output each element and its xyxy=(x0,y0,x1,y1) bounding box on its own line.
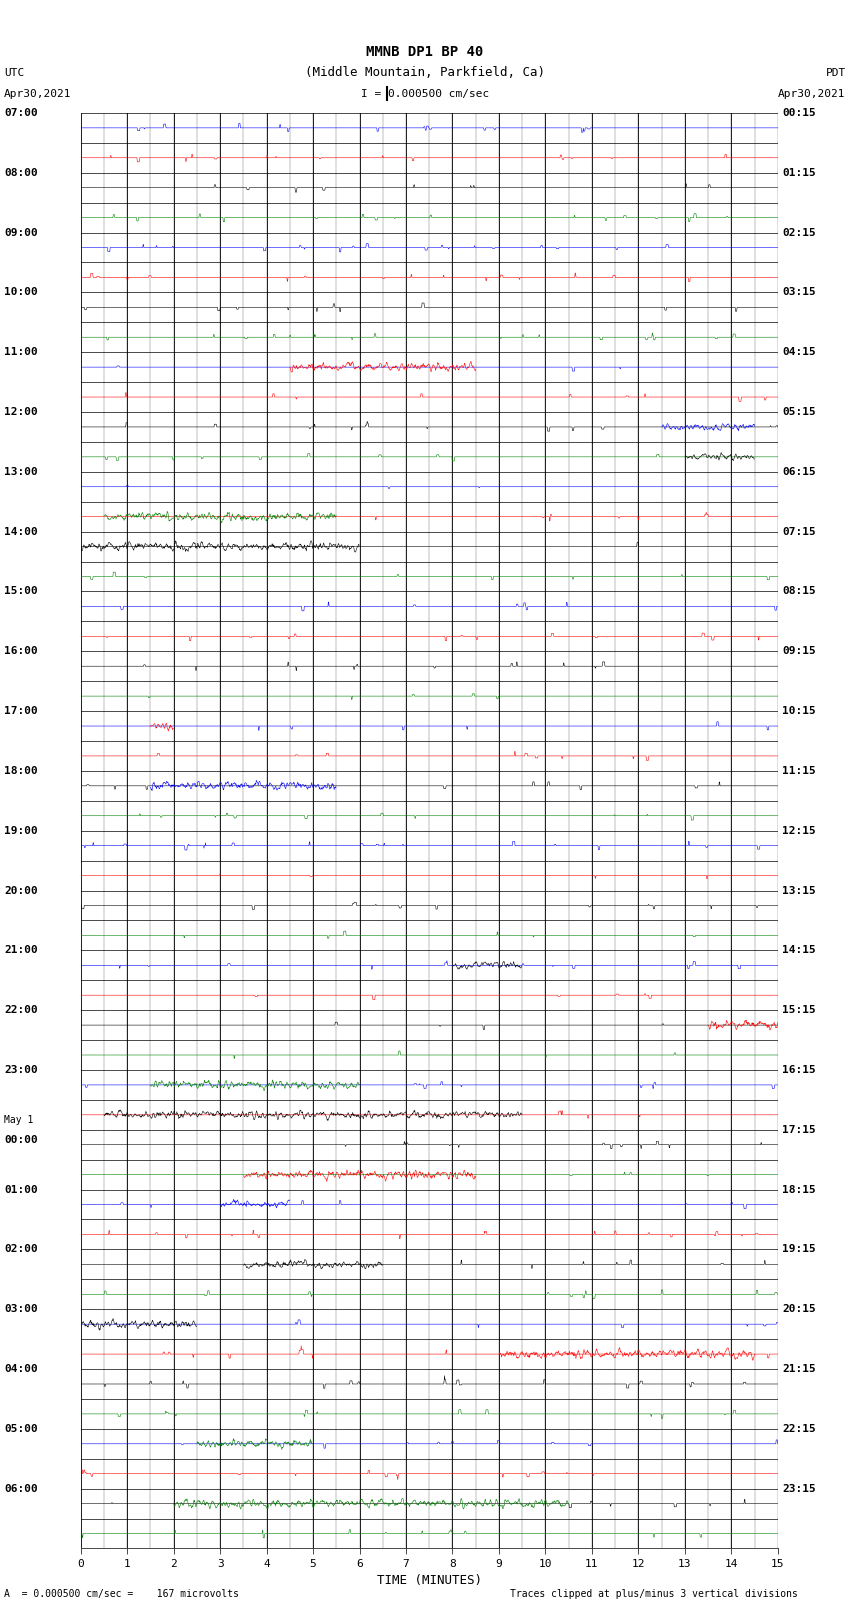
Text: 14:00: 14:00 xyxy=(4,526,38,537)
Text: 17:15: 17:15 xyxy=(782,1124,816,1136)
Text: 10:15: 10:15 xyxy=(782,706,816,716)
Text: 00:15: 00:15 xyxy=(782,108,816,118)
Text: 05:00: 05:00 xyxy=(4,1424,38,1434)
Text: 22:00: 22:00 xyxy=(4,1005,38,1015)
Text: 20:15: 20:15 xyxy=(782,1305,816,1315)
Text: (Middle Mountain, Parkfield, Ca): (Middle Mountain, Parkfield, Ca) xyxy=(305,66,545,79)
Text: 06:15: 06:15 xyxy=(782,466,816,477)
Text: 02:00: 02:00 xyxy=(4,1244,38,1255)
Text: 11:00: 11:00 xyxy=(4,347,38,356)
Text: 23:15: 23:15 xyxy=(782,1484,816,1494)
Text: 23:00: 23:00 xyxy=(4,1065,38,1074)
Text: 13:00: 13:00 xyxy=(4,466,38,477)
Text: 09:00: 09:00 xyxy=(4,227,38,237)
Text: 19:00: 19:00 xyxy=(4,826,38,836)
Text: 02:15: 02:15 xyxy=(782,227,816,237)
Text: 07:00: 07:00 xyxy=(4,108,38,118)
Text: 01:15: 01:15 xyxy=(782,168,816,177)
Text: Traces clipped at plus/minus 3 vertical divisions: Traces clipped at plus/minus 3 vertical … xyxy=(510,1589,798,1598)
Text: 15:15: 15:15 xyxy=(782,1005,816,1015)
Text: 15:00: 15:00 xyxy=(4,587,38,597)
Text: UTC: UTC xyxy=(4,68,25,77)
X-axis label: TIME (MINUTES): TIME (MINUTES) xyxy=(377,1574,482,1587)
Text: 21:00: 21:00 xyxy=(4,945,38,955)
Text: 12:00: 12:00 xyxy=(4,406,38,418)
Text: 07:15: 07:15 xyxy=(782,526,816,537)
Text: 17:00: 17:00 xyxy=(4,706,38,716)
Text: 19:15: 19:15 xyxy=(782,1244,816,1255)
Text: 08:15: 08:15 xyxy=(782,587,816,597)
Text: MMNB DP1 BP 40: MMNB DP1 BP 40 xyxy=(366,45,484,58)
Text: 22:15: 22:15 xyxy=(782,1424,816,1434)
Text: A  = 0.000500 cm/sec =    167 microvolts: A = 0.000500 cm/sec = 167 microvolts xyxy=(4,1589,239,1598)
Text: 04:15: 04:15 xyxy=(782,347,816,356)
Text: 18:15: 18:15 xyxy=(782,1184,816,1195)
Text: 14:15: 14:15 xyxy=(782,945,816,955)
Text: 04:00: 04:00 xyxy=(4,1365,38,1374)
Text: 21:15: 21:15 xyxy=(782,1365,816,1374)
Text: 05:15: 05:15 xyxy=(782,406,816,418)
Text: 16:15: 16:15 xyxy=(782,1065,816,1074)
Text: Apr30,2021: Apr30,2021 xyxy=(4,89,71,98)
Text: 11:15: 11:15 xyxy=(782,766,816,776)
Text: May 1: May 1 xyxy=(4,1115,34,1124)
Text: I = 0.000500 cm/sec: I = 0.000500 cm/sec xyxy=(361,89,489,98)
Text: 12:15: 12:15 xyxy=(782,826,816,836)
Text: Apr30,2021: Apr30,2021 xyxy=(779,89,846,98)
Text: 03:00: 03:00 xyxy=(4,1305,38,1315)
Text: 10:00: 10:00 xyxy=(4,287,38,297)
Text: 18:00: 18:00 xyxy=(4,766,38,776)
Text: 20:00: 20:00 xyxy=(4,886,38,895)
Text: 16:00: 16:00 xyxy=(4,647,38,656)
Text: 09:15: 09:15 xyxy=(782,647,816,656)
Text: 01:00: 01:00 xyxy=(4,1184,38,1195)
Text: 13:15: 13:15 xyxy=(782,886,816,895)
Text: 00:00: 00:00 xyxy=(4,1134,38,1145)
Text: 06:00: 06:00 xyxy=(4,1484,38,1494)
Text: 08:00: 08:00 xyxy=(4,168,38,177)
Text: PDT: PDT xyxy=(825,68,846,77)
Text: 03:15: 03:15 xyxy=(782,287,816,297)
